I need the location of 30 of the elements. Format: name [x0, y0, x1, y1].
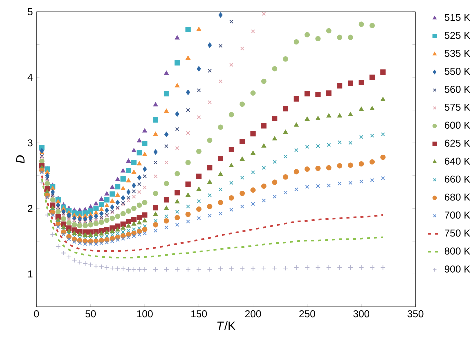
legend-label: 575 K	[444, 104, 471, 111]
legend-label: 700 K	[445, 212, 471, 219]
x-tick-label: 300	[354, 310, 370, 318]
y-tick-label: 3	[28, 140, 33, 147]
y-tick-label: 1	[28, 270, 33, 278]
legend-label: 900 K	[445, 266, 471, 273]
legend-label: 800 K	[444, 248, 471, 255]
y-tick-label: 4	[28, 74, 33, 81]
x-tick-label: 250	[300, 310, 316, 318]
legend-label: 525 K	[444, 32, 471, 40]
y-axis-title: D	[16, 156, 25, 164]
x-tick-label: 200	[245, 310, 262, 318]
legend-label: 640 K	[445, 158, 471, 165]
legend-label: 535 K	[444, 50, 471, 58]
x-axis-title: T/K	[218, 321, 236, 330]
y-tick-label: 5	[28, 8, 33, 16]
x-tick-label: 0	[34, 310, 40, 318]
legend-label: 600 K	[445, 122, 471, 129]
y-tick-label: 2	[28, 205, 33, 212]
x-tick-label: 150	[192, 310, 208, 318]
legend-label: 515 K	[444, 14, 471, 22]
legend-label: 550 K	[444, 68, 471, 76]
legend-label: 750 K	[445, 230, 471, 237]
legend-label: 680 K	[445, 194, 471, 201]
legend-label: 560 K	[444, 86, 471, 94]
legend-label: 660 K	[445, 176, 471, 183]
x-tick-label: 100	[137, 310, 153, 318]
x-tick-label: 350	[408, 310, 424, 318]
legend-label: 625 K	[445, 140, 471, 147]
x-tick-label: 50	[86, 310, 96, 318]
